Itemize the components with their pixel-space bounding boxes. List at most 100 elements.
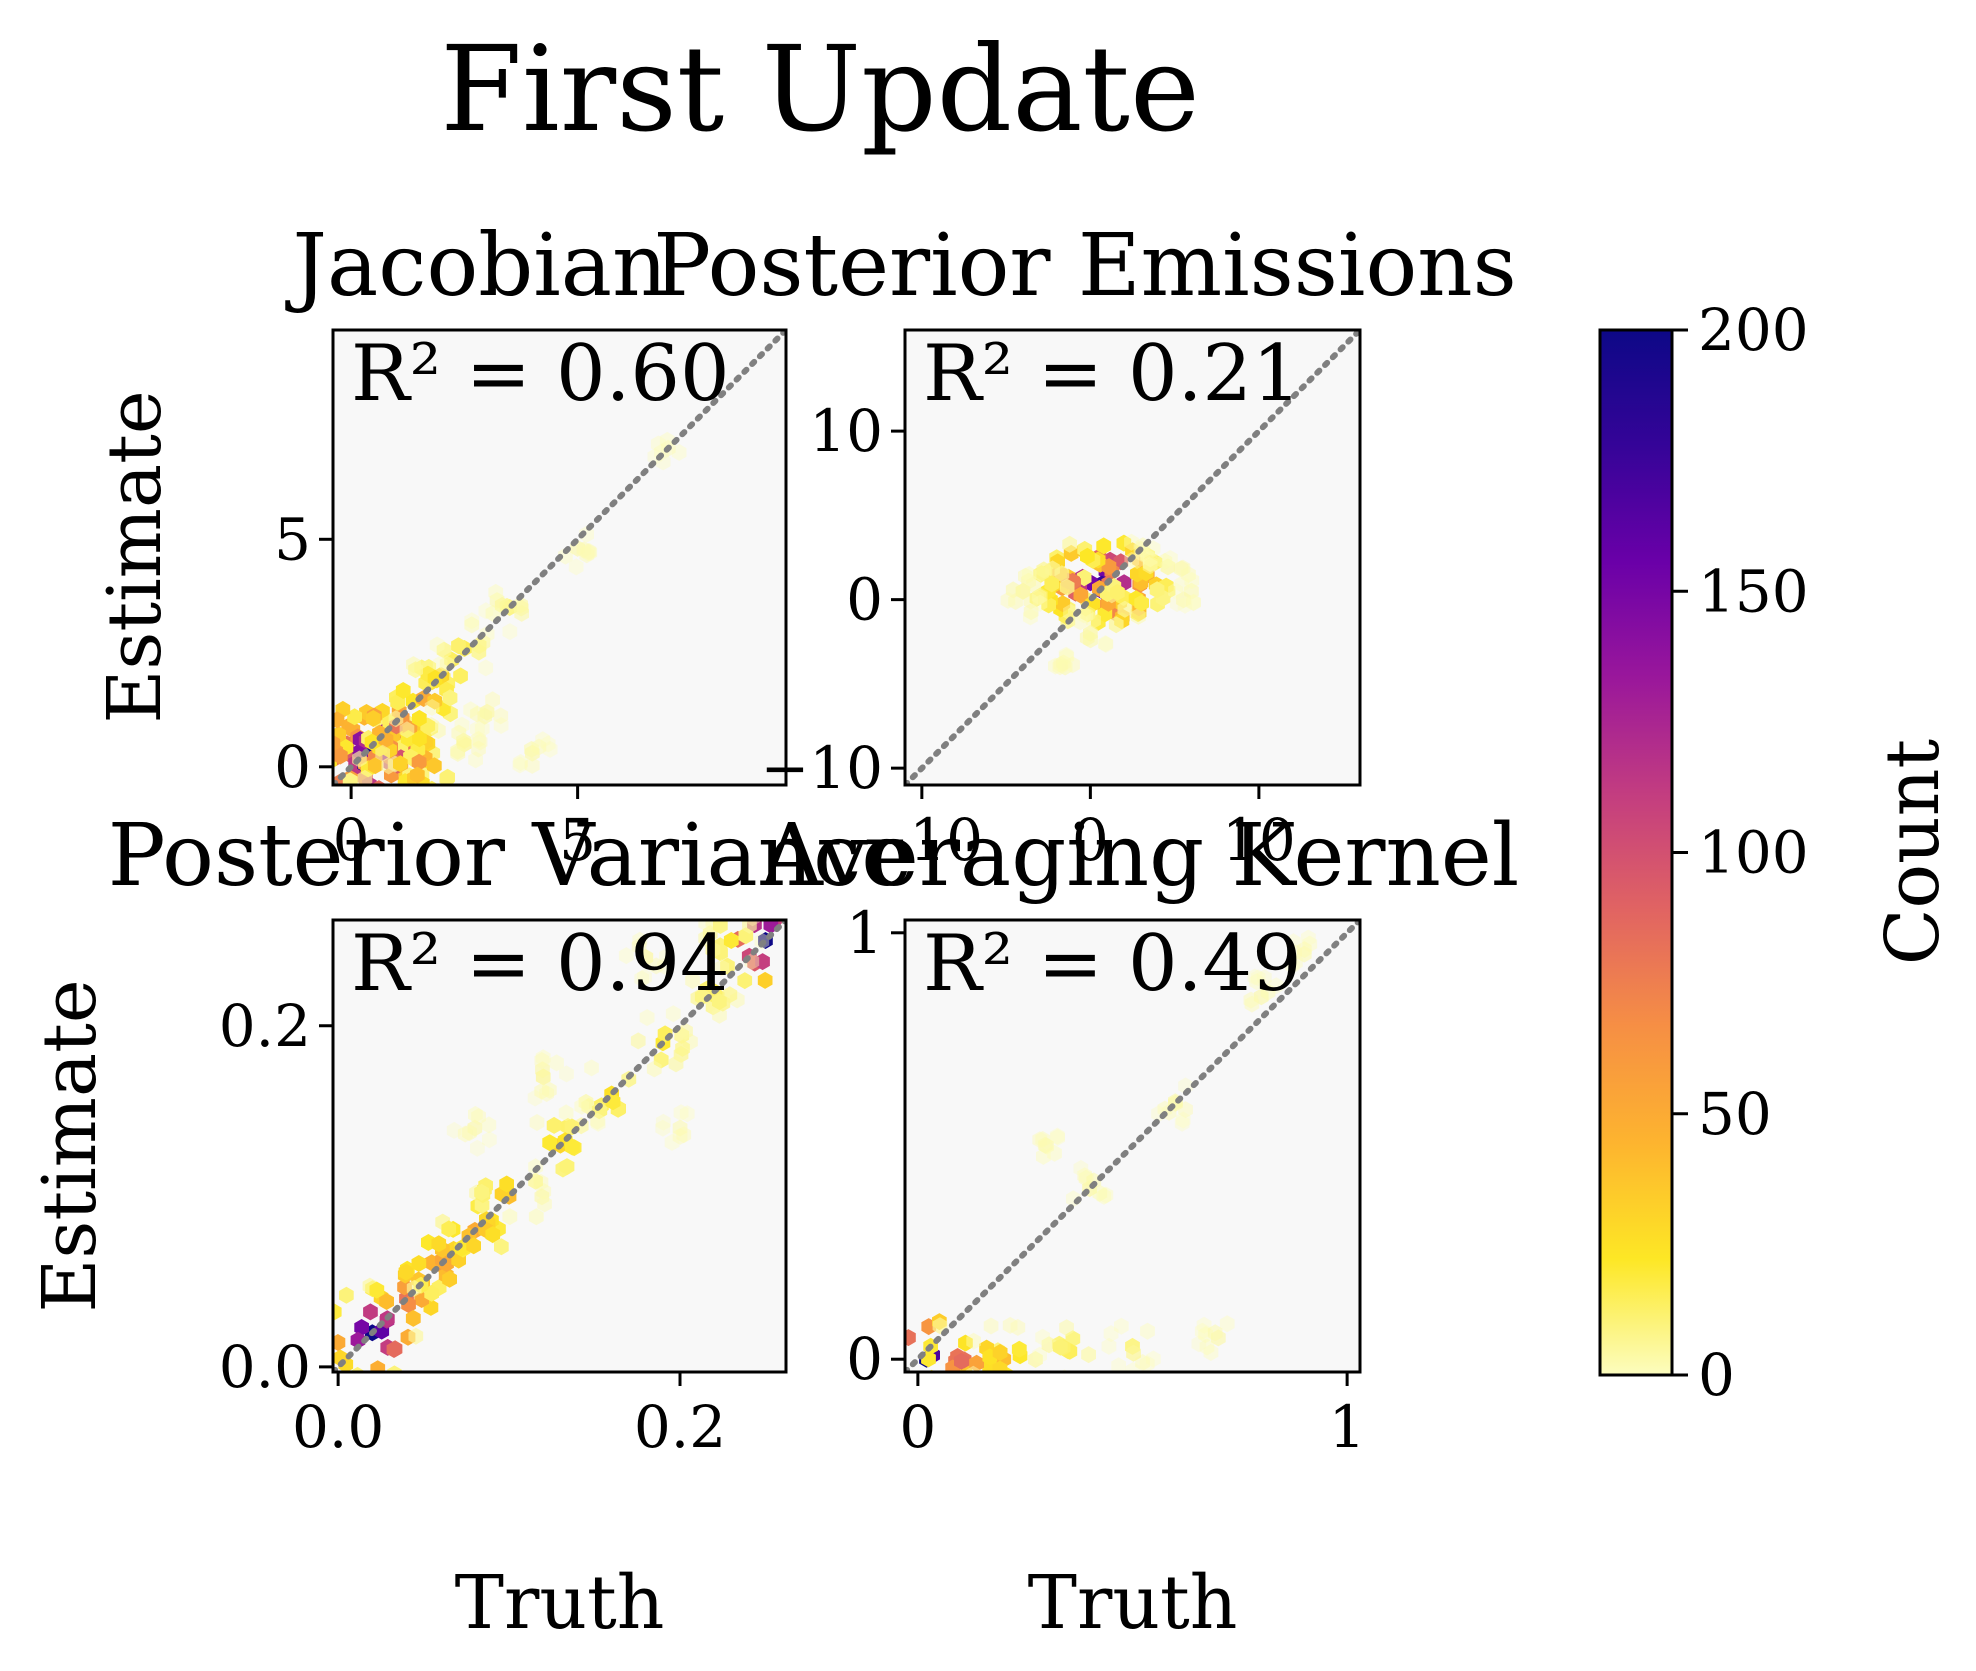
hexbin-cell [474,1183,489,1201]
hexbin-cell [1055,595,1071,613]
hexbin-cell [1125,1361,1141,1372]
hexbin-cell [381,757,396,775]
hexbin-cell [668,1055,684,1073]
hexbin-cell [1124,533,1139,551]
hexbin-cell [1108,616,1124,634]
hexbin-cell [408,1327,424,1345]
x-tick-label: 0.2 [634,1393,726,1461]
hexbin-cell [559,1065,574,1083]
hexbin-cell [637,968,652,986]
hexbin-cell [354,1319,369,1336]
hexbin-cell [1146,1350,1161,1368]
hexbin-cell [992,1360,1008,1372]
hexbin-cell [887,1329,902,1346]
hexbin-cell [470,1139,485,1157]
hexbin-cell [333,734,341,752]
hexbin-cell [659,947,674,965]
hexbin-cell [757,971,773,989]
hexbin-cell [1191,1335,1207,1353]
x-tick-label: 1 [1329,1393,1366,1461]
hexbin-cell [665,1005,681,1023]
hexbin-cell [647,448,663,466]
hexbin-cell [713,920,728,934]
hexbin-cell [1126,1344,1141,1362]
r-squared-label: R² = 0.49 [923,919,1302,1009]
hexbin-cell [499,1175,514,1193]
panel-2: −10 0 10 −10 0 10 R² = 0.21 Posterior Emissions [653,216,1517,874]
hexbin-cell [442,689,458,707]
hexbin-cell [540,735,556,753]
hexbin-cell [632,931,648,949]
one-to-one-line [333,330,786,785]
x-tick-label: 0 [333,806,370,874]
hexbin-cell [439,770,455,785]
hexbin-cell [1177,596,1193,614]
hexbin-cell [590,1114,606,1132]
hexbin-cell [1080,547,1095,565]
hexbin-cell [1072,613,1088,631]
hexbin-cell [468,751,483,769]
hexbin-cell [333,1334,346,1351]
hexbin-cell [513,599,529,617]
hexbin-cell [580,544,596,562]
panel-title: Averaging Kernel [760,806,1520,906]
hexbin-cell [1117,600,1133,618]
hexbin-cell [1032,1346,1047,1364]
hexbin-cell [471,730,486,748]
hexbin-cell [370,1360,386,1372]
colorbar: 0 50 100 150 200 Count [1598,296,1956,1409]
hexbin-cell [1062,535,1077,553]
hexbin-cell [954,1352,969,1370]
hexbin-cell [1297,941,1312,959]
hexbin-cell [357,769,373,785]
panel-title: Posterior Emissions [653,216,1517,316]
y-tick-label: 10 [809,397,883,465]
hexbin-cell [887,1372,902,1389]
hexbin-cell [650,435,666,453]
hexbin-cell [1050,1128,1065,1146]
hexbin-cell [478,602,494,620]
hexbin-cell [737,972,753,990]
hexbin-cell [466,1237,481,1255]
hexbin-cell [958,1334,973,1352]
hexbin-cell [983,1317,999,1335]
hexbin-cell [471,1108,486,1126]
hexbin-cell [485,1226,501,1244]
hexbin-cell [1114,1317,1129,1335]
hexbin-cell [1053,1338,1068,1356]
hexbin-cell [1035,1328,1050,1346]
figure-title: First Update [440,20,1200,158]
hexbin-cell [1302,935,1318,953]
hexbin-cell [470,720,485,738]
hexbin-cell [333,1303,342,1321]
hexbin-cell [1257,969,1272,987]
hexbin-cell [451,637,466,655]
hexbin-cell [524,740,539,758]
y-tick-label: 5 [274,505,311,573]
hexbin-cell [1142,550,1158,568]
hexbin-cell [1142,557,1158,575]
hexbin-cell [1249,973,1264,991]
hexbin-cell [405,1309,421,1327]
hexbin-cell [1169,595,1185,613]
hexbin-cell [742,920,757,934]
hexbin-cell [453,667,468,685]
one-to-one-line [905,330,1360,785]
hexbin-cell [1250,969,1266,987]
hexbin-cell [1244,995,1260,1013]
hexbin-cell [884,1333,899,1350]
hexbin-cell [1001,1371,1004,1372]
hexbin-cell [393,755,408,773]
hexbin-cell [1059,648,1075,666]
hexbin-cell [527,1089,543,1107]
y-tick-label: −10 [761,734,883,802]
hexbin-cell [534,1082,550,1100]
hexbin-cell [1098,635,1113,653]
hexbin-cell [1111,1357,1126,1372]
hexbin-cell [488,583,504,601]
hexbin-cell [333,711,345,729]
y-tick-label: 0 [846,566,883,634]
hexbin-cell [1059,1319,1074,1337]
hexbin-cell [535,731,551,749]
